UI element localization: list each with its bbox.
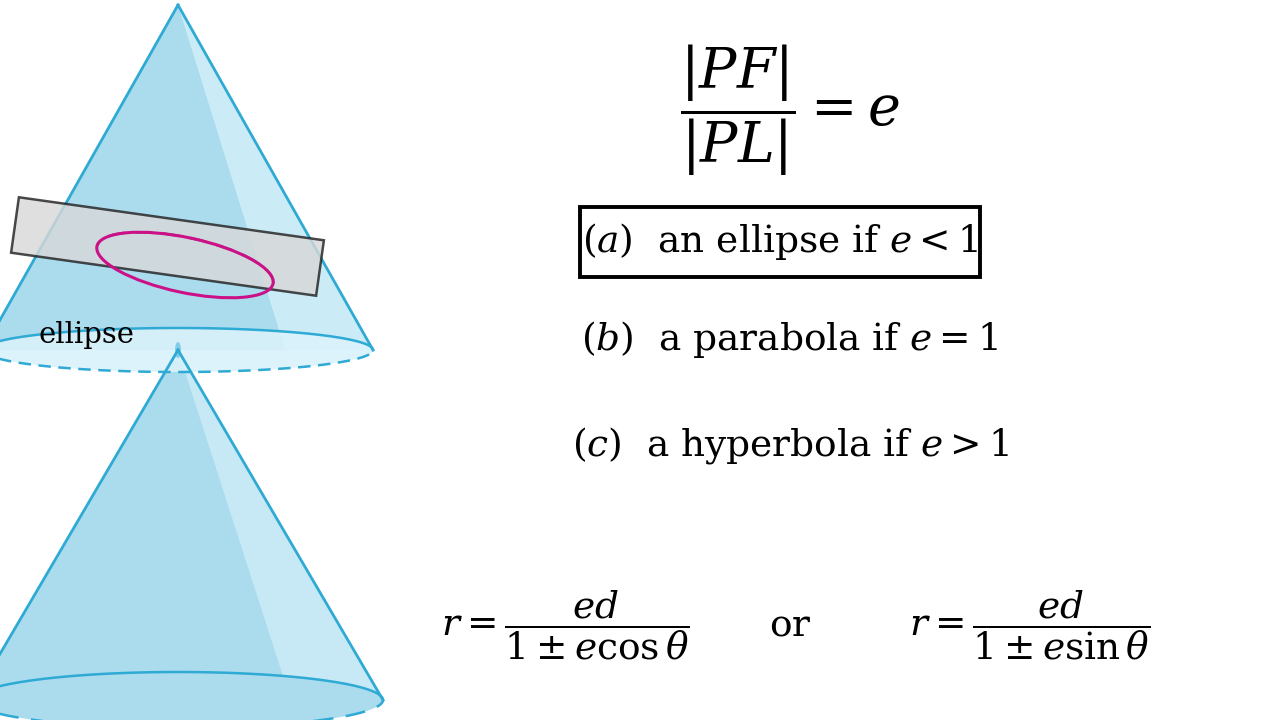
Text: $r = \dfrac{ed}{1 \pm e\cos\theta}$: $r = \dfrac{ed}{1 \pm e\cos\theta}$	[440, 588, 690, 662]
Polygon shape	[0, 350, 383, 700]
Text: $(a)$  an ellipse if $e < 1$: $(a)$ an ellipse if $e < 1$	[582, 222, 978, 263]
Text: ellipse: ellipse	[38, 321, 134, 349]
Polygon shape	[178, 5, 372, 350]
Text: $(c)$  a hyperbola if $e > 1$: $(c)$ a hyperbola if $e > 1$	[572, 425, 1009, 466]
Polygon shape	[0, 5, 372, 350]
Text: $r = \dfrac{ed}{1 \pm e\sin\theta}$: $r = \dfrac{ed}{1 \pm e\sin\theta}$	[909, 588, 1151, 662]
Ellipse shape	[175, 342, 180, 358]
Polygon shape	[12, 197, 324, 296]
Text: $\mathrm{or}$: $\mathrm{or}$	[769, 607, 812, 643]
Text: $(b)$  a parabola if $e = 1$: $(b)$ a parabola if $e = 1$	[581, 320, 998, 361]
FancyBboxPatch shape	[580, 207, 980, 277]
Ellipse shape	[0, 672, 383, 720]
Text: $\dfrac{|PF|}{|PL|} = e$: $\dfrac{|PF|}{|PL|} = e$	[680, 42, 900, 178]
Polygon shape	[178, 350, 383, 700]
Ellipse shape	[0, 328, 372, 372]
